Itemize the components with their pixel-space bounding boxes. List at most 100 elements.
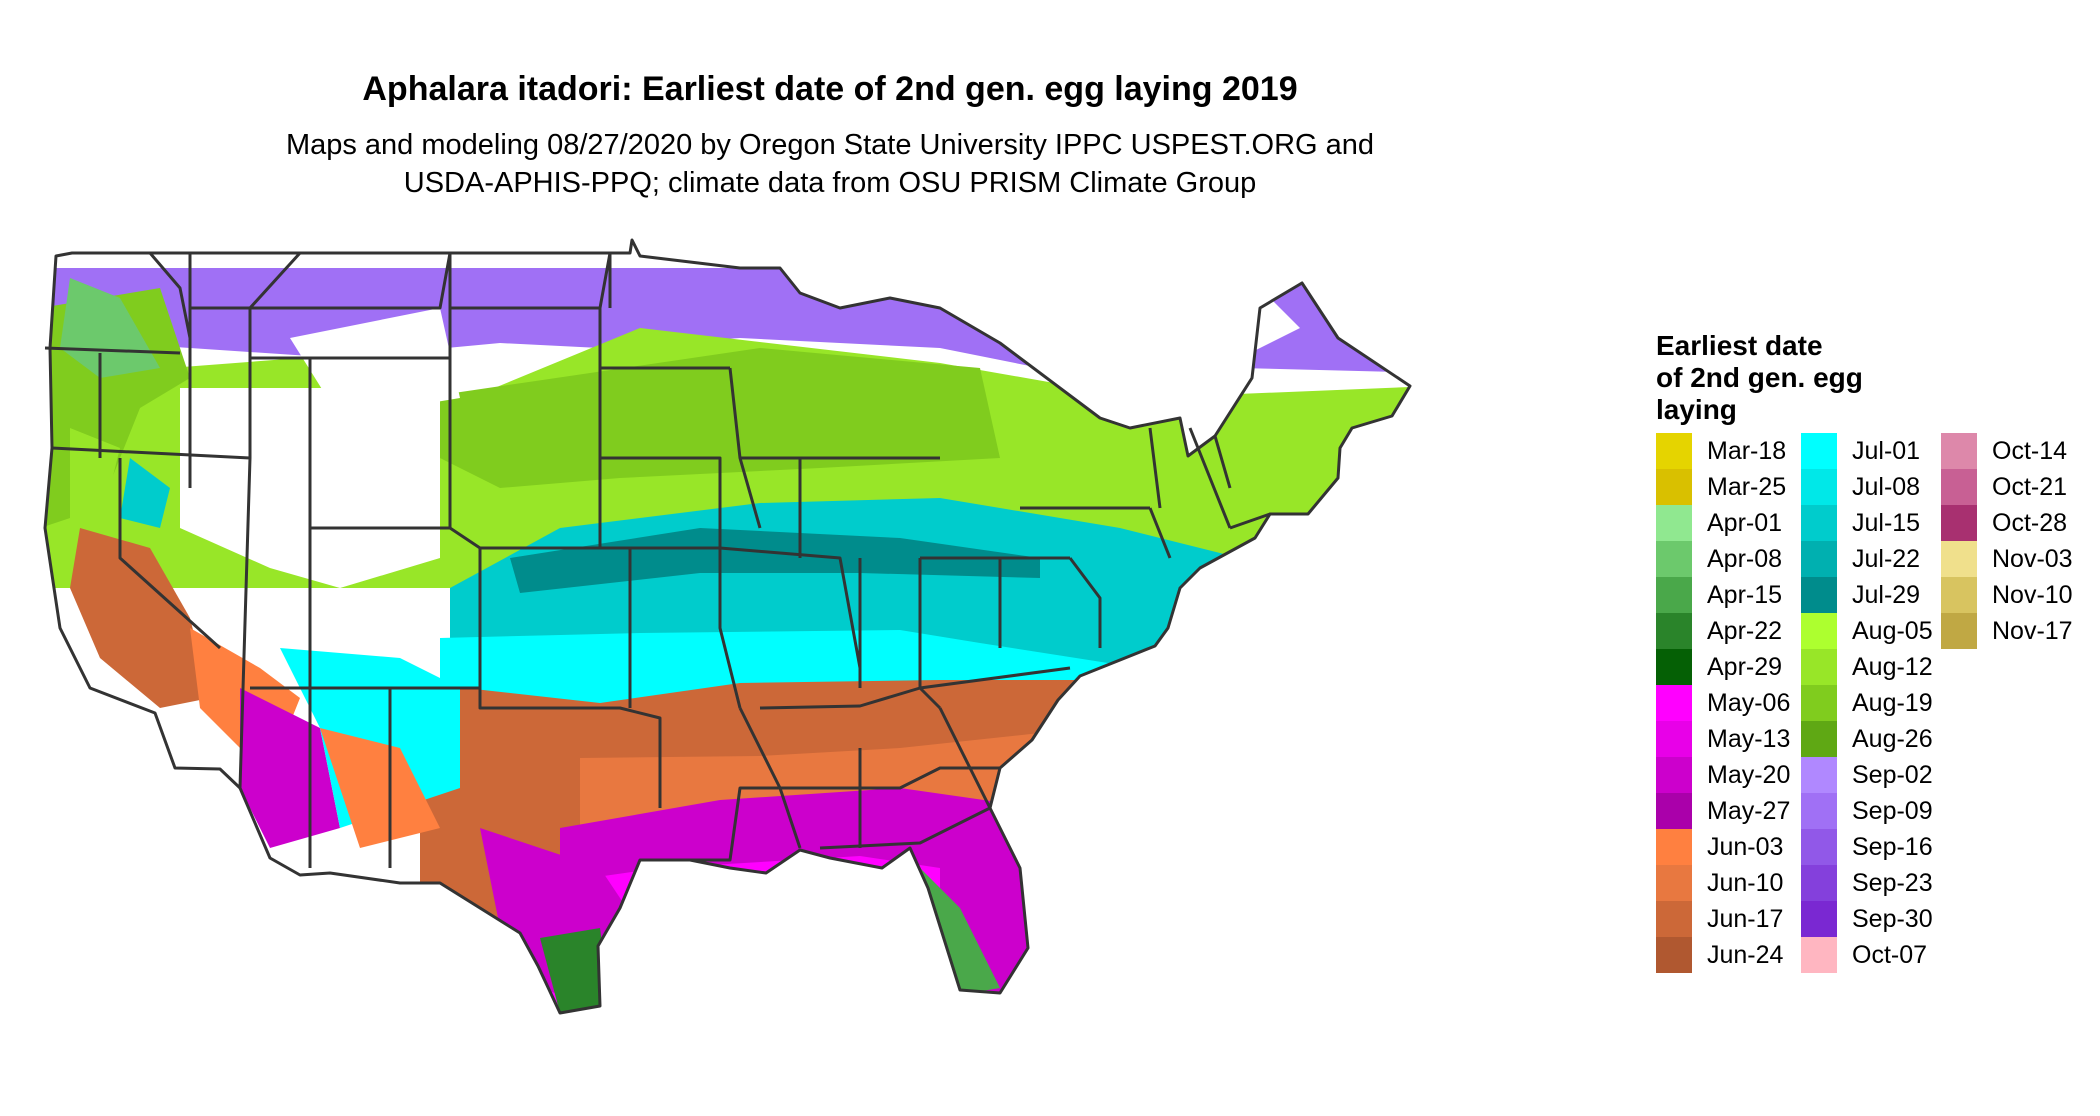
legend-label: Mar-25 [1707, 472, 1787, 501]
legend-item: Apr-29 [1656, 649, 1782, 685]
legend-label: Aug-26 [1852, 724, 1933, 753]
legend-swatch [1656, 469, 1692, 505]
zone-aug-19 [420, 348, 1000, 488]
legend-item: Apr-08 [1656, 541, 1782, 577]
legend-item: Oct-14 [1941, 433, 2067, 469]
legend-label: May-20 [1707, 760, 1791, 789]
legend-label: May-13 [1707, 724, 1791, 753]
legend-label: Jul-08 [1852, 472, 1921, 501]
legend-item: Mar-18 [1656, 433, 1786, 469]
legend-label: Sep-02 [1852, 760, 1933, 789]
legend-label: Jul-29 [1852, 580, 1921, 609]
legend-item: Aug-12 [1801, 649, 1933, 685]
legend-swatch [1656, 433, 1692, 469]
legend-swatch [1656, 613, 1692, 649]
legend-title: Earliest date of 2nd gen. egg laying [1656, 330, 1916, 426]
map-subtitle: Maps and modeling 08/27/2020 by Oregon S… [0, 126, 1660, 202]
legend-label: Apr-22 [1707, 616, 1783, 645]
legend-swatch [1801, 937, 1837, 973]
legend-label: Oct-21 [1992, 472, 2068, 501]
legend-swatch [1801, 757, 1837, 793]
legend-swatch [1801, 433, 1837, 469]
legend-swatch [1656, 685, 1692, 721]
legend-item: Apr-15 [1656, 577, 1782, 613]
legend-swatch [1801, 541, 1837, 577]
legend-item: Sep-09 [1801, 793, 1933, 829]
legend-swatch [1656, 505, 1692, 541]
legend-item: Jun-24 [1656, 937, 1783, 973]
legend-swatch [1941, 613, 1977, 649]
legend-item: Jun-03 [1656, 829, 1783, 865]
legend-swatch [1941, 433, 1977, 469]
legend-item: Sep-30 [1801, 901, 1933, 937]
legend-swatch [1656, 829, 1692, 865]
legend-label: Jun-03 [1707, 832, 1784, 861]
legend-swatch [1656, 901, 1692, 937]
zone-jul-15-ca [120, 458, 170, 528]
legend-swatch [1801, 721, 1837, 757]
legend-item: May-20 [1656, 757, 1790, 793]
legend-item: Aug-05 [1801, 613, 1933, 649]
legend-item: May-13 [1656, 721, 1790, 757]
legend-item: Nov-10 [1941, 577, 2073, 613]
legend-item: Sep-02 [1801, 757, 1933, 793]
zone-may-20 [560, 788, 1140, 1013]
us-egg-laying-map [43, 238, 1412, 1015]
subtitle-line-2: USDA-APHIS-PPQ; climate data from OSU PR… [403, 167, 1257, 199]
legend-item: Apr-22 [1656, 613, 1782, 649]
legend-title-line: laying [1656, 394, 1737, 425]
legend-item: Oct-28 [1941, 505, 2067, 541]
legend-item: Jul-08 [1801, 469, 1920, 505]
legend-swatch [1801, 613, 1837, 649]
legend-item: Jun-17 [1656, 901, 1783, 937]
no-data-adirondack [1020, 298, 1100, 368]
legend-label: Jun-10 [1707, 868, 1784, 897]
map-title: Aphalara itadori: Earliest date of 2nd g… [362, 70, 1298, 108]
legend-item: May-06 [1656, 685, 1790, 721]
legend-label: Nov-17 [1992, 616, 2073, 645]
legend-swatch [1801, 505, 1837, 541]
legend-label: Aug-19 [1852, 688, 1933, 717]
legend-swatch [1656, 721, 1692, 757]
legend-title-line: Earliest date [1656, 330, 1823, 361]
legend-swatch [1941, 469, 1977, 505]
legend-swatch [1656, 865, 1692, 901]
legend-item: Jul-15 [1801, 505, 1920, 541]
legend-item: Jun-10 [1656, 865, 1783, 901]
legend-item: Aug-19 [1801, 685, 1933, 721]
legend-item: Oct-21 [1941, 469, 2067, 505]
legend-swatch [1941, 505, 1977, 541]
legend-item: Jul-22 [1801, 541, 1920, 577]
legend-label: Jun-17 [1707, 904, 1784, 933]
no-data-mt-wy [290, 308, 460, 418]
legend-item: Nov-03 [1941, 541, 2073, 577]
legend-swatch [1801, 793, 1837, 829]
legend-label: May-06 [1707, 688, 1791, 717]
legend-label: Apr-29 [1707, 652, 1783, 681]
legend-swatch [1941, 541, 1977, 577]
zone-jul-29 [510, 528, 1040, 593]
zone-jun-03-az [320, 728, 440, 848]
legend-swatch [1801, 649, 1837, 685]
zone-may-20-az [240, 688, 340, 848]
legend-item: Sep-16 [1801, 829, 1933, 865]
legend-item: Sep-23 [1801, 865, 1933, 901]
zone-apr-08-wa [60, 278, 160, 378]
legend-item: Mar-25 [1656, 469, 1786, 505]
zone-jul-01-coast [45, 698, 120, 768]
legend-swatch [1801, 829, 1837, 865]
legend-swatch [1656, 541, 1692, 577]
legend-swatch [1801, 685, 1837, 721]
legend-item: Jul-29 [1801, 577, 1920, 613]
legend-label: Sep-09 [1852, 796, 1933, 825]
legend-swatch [1801, 865, 1837, 901]
state-borders [43, 238, 1412, 1015]
legend-label: Nov-10 [1992, 580, 2073, 609]
legend-item: Aug-26 [1801, 721, 1933, 757]
zone-aug-12-west [70, 428, 120, 548]
legend-swatch [1801, 577, 1837, 613]
legend-swatch [1941, 577, 1977, 613]
legend-label: Jul-22 [1852, 544, 1921, 573]
legend-label: Oct-07 [1852, 940, 1928, 969]
legend-label: Jul-15 [1852, 508, 1921, 537]
